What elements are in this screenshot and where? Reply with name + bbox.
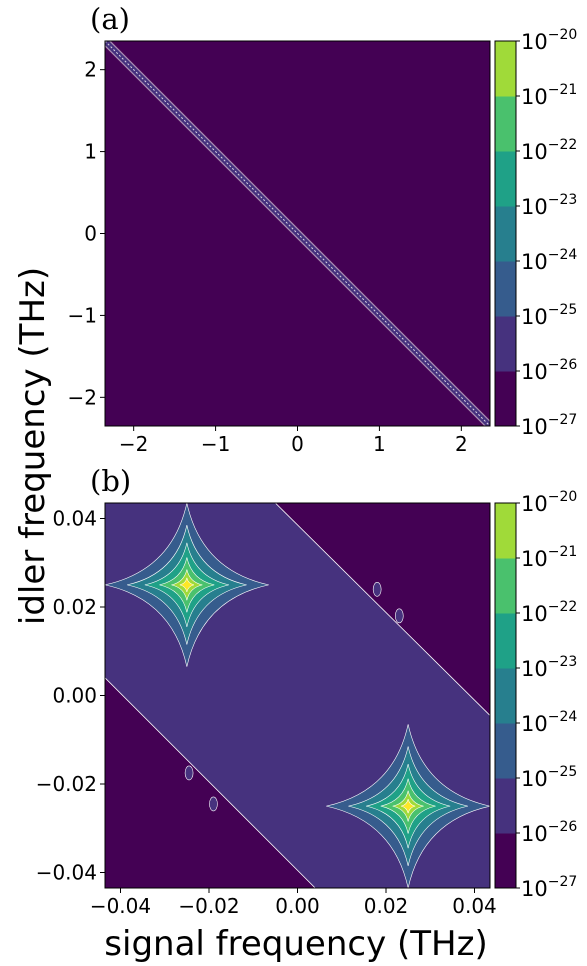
colorbar-tick-label: 10−24	[521, 709, 577, 736]
x-tick-label: −1	[201, 432, 230, 456]
colorbar-segment	[495, 206, 516, 262]
contour-blob	[209, 796, 218, 812]
panel-a: −2 −1 0 1 2 −2 −1 0 1 2 (a) 10−27 10−26 10−25 10−24 10−…	[68, 2, 578, 456]
plot-area	[105, 503, 490, 888]
contour-blob	[184, 765, 194, 781]
colorbar-segment	[495, 613, 516, 669]
colorbar-frame	[494, 502, 517, 889]
x-tick-label: 0	[291, 432, 304, 456]
colorbar-segment	[495, 371, 516, 427]
y-tick-label: 0.00	[52, 684, 97, 708]
colorbar-tick-label: 10−26	[521, 357, 577, 384]
diagonal-line-core	[105, 41, 490, 426]
colorbar-segment	[495, 316, 516, 372]
y-axis-label: idler frequency (THz)	[13, 267, 53, 625]
colorbar-segment	[495, 41, 516, 97]
x-tick-label: 0.00	[275, 894, 320, 918]
colorbar-tick-label: 10−24	[521, 247, 577, 274]
x-tick-label: −0.02	[178, 894, 239, 918]
colorbar-segment	[495, 778, 516, 834]
colorbar-tick-label: 10−25	[521, 302, 577, 329]
y-tick-label: 0.04	[52, 506, 97, 530]
x-tick-label: 0.04	[452, 894, 497, 918]
colorbar-tick-label: 10−23	[521, 192, 577, 219]
y-tick-label: −1	[68, 303, 97, 327]
x-tick-label: 0.02	[364, 894, 409, 918]
x-tick-label: −0.04	[90, 894, 151, 918]
colorbar-tick-label: 10−27	[521, 874, 577, 901]
x-tick-label: 1	[373, 432, 386, 456]
colorbar-tick-label: 10−22	[521, 599, 577, 626]
y-tick-label: 2	[84, 58, 97, 82]
y-tick-label: −0.04	[36, 861, 97, 885]
colorbar-tick-label: 10−21	[521, 544, 577, 571]
colorbar-frame	[494, 40, 517, 427]
plot-area	[105, 41, 490, 426]
peak-contour	[179, 577, 195, 593]
colorbar-segment	[495, 723, 516, 779]
y-tick-label: 1	[84, 140, 97, 164]
y-tick-label: −0.02	[36, 772, 97, 796]
colorbar-tick-label: 10−23	[521, 654, 577, 681]
colorbar-segment	[495, 558, 516, 614]
colorbar-tick-label: 10−20	[521, 489, 577, 516]
colorbar-tick-label: 10−21	[521, 82, 577, 109]
colorbar-segment	[495, 668, 516, 724]
colorbar-segment	[495, 96, 516, 152]
colorbar-tick-label: 10−20	[521, 27, 577, 54]
y-tick-label: 0.02	[52, 595, 97, 619]
panel-label: (b)	[90, 464, 131, 498]
colorbar-tick-label: 10−22	[521, 137, 577, 164]
colorbar-segment	[495, 151, 516, 207]
colorbar-segment	[495, 833, 516, 889]
panel-label: (a)	[90, 2, 130, 36]
peak-contour	[400, 798, 416, 814]
x-tick-label: 2	[455, 432, 468, 456]
panel-b: −0.04 −0.02 0.00 0.02 0.04 −0.04 −0.02 0.00 0.02…	[36, 464, 578, 918]
colorbar-tick-label: 10−25	[521, 764, 577, 791]
contour-blob	[394, 608, 404, 624]
x-tick-label: −2	[119, 432, 148, 456]
x-axis-label: signal frequency (THz)	[104, 924, 487, 964]
colorbar-segment	[495, 261, 516, 317]
y-tick-label: −2	[68, 385, 97, 409]
colorbar-tick-label: 10−27	[521, 412, 577, 439]
contour-blob	[372, 581, 382, 597]
y-tick-label: 0	[84, 222, 97, 246]
colorbar-tick-label: 10−26	[521, 819, 577, 846]
colorbar-segment	[495, 503, 516, 559]
